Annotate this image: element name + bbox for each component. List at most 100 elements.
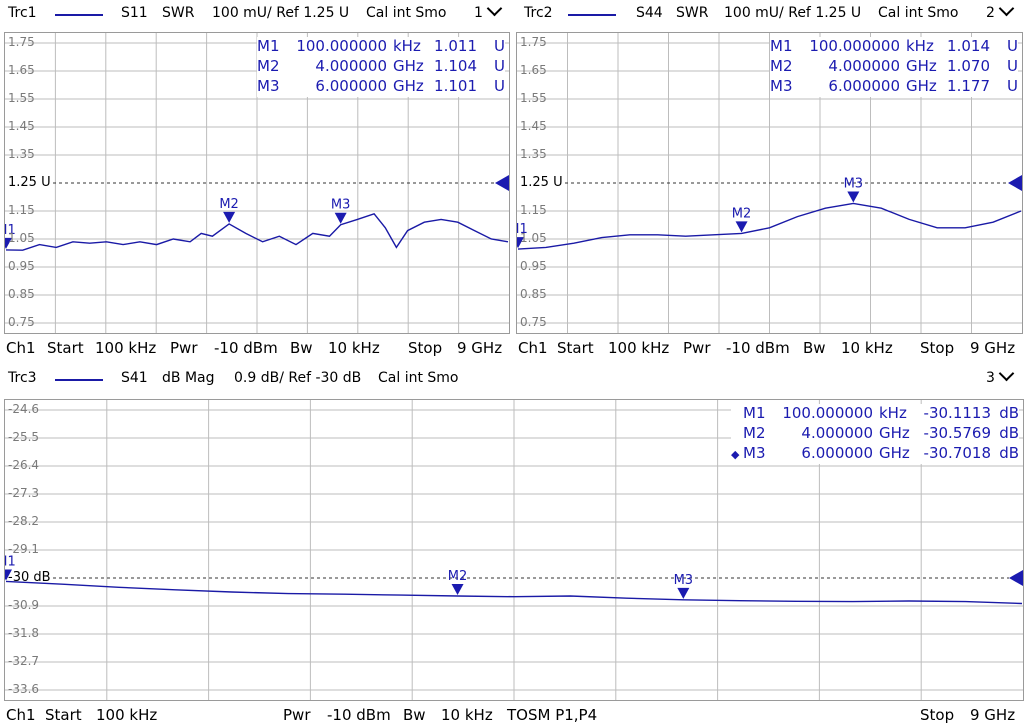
plot-area-trc2[interactable]: M1 M2 M3 1.75 1.65 1.55 1.45 1.35 1.25 U 1.15 1.0… (516, 32, 1023, 334)
trace-name[interactable]: Trc1 (8, 5, 37, 21)
marker-value: 1.101 (434, 77, 477, 95)
marker-frequency-unit: GHz (393, 57, 424, 75)
marker-label-m2: M2 (219, 197, 239, 212)
stop-label: Stop (408, 339, 443, 357)
marker-row-m2[interactable]: M2 4.000000 GHz 1.070 U (770, 57, 1018, 77)
bandwidth-value[interactable]: 10 kHz (841, 339, 893, 357)
y-tick-label: 0.85 (8, 287, 35, 301)
y-tick-label: 1.55 (8, 91, 35, 105)
trace-header-trc2[interactable]: Trc2 S44 SWR 100 mU/ Ref 1.25 U Cal int … (512, 0, 1024, 30)
marker-value-unit: U (494, 57, 505, 75)
channel-footer-trc2: Ch1 Start 100 kHz Pwr -10 dBm Bw 10 kHz … (512, 337, 1024, 359)
reference-level-label[interactable]: 1.25 U (520, 175, 563, 190)
marker-name: M2 (770, 57, 793, 75)
marker-row-m2[interactable]: M2 4.000000 GHz 1.104 U (257, 57, 505, 77)
marker-value-unit: U (494, 37, 505, 55)
calibration-info[interactable]: TOSM P1,P4 (507, 706, 598, 724)
channel-label[interactable]: Ch1 (6, 339, 36, 357)
trace-format[interactable]: dB Mag (162, 370, 215, 386)
marker-row-m3[interactable]: ◆ M3 6.000000 GHz -30.7018 dB (731, 444, 1019, 464)
trace-parameter[interactable]: S44 (636, 5, 663, 21)
channel-label[interactable]: Ch1 (6, 706, 36, 724)
trace-panel-trc3: Trc3 S41 dB Mag 0.9 dB/ Ref -30 dB Cal i… (0, 365, 1024, 727)
marker-value: -30.5769 (923, 424, 991, 442)
marker-table-trc2[interactable]: M1 100.000000 kHz 1.014 U M2 4.000000 GHz 1.070 U… (770, 37, 1018, 97)
trace-scale[interactable]: 100 mU/ Ref 1.25 U (212, 5, 350, 21)
trace-line-s44 (517, 202, 1022, 250)
marker-frequency: 6.000000 (315, 77, 387, 95)
marker-value: 1.177 (947, 77, 990, 95)
marker-row-m1[interactable]: M1 100.000000 kHz -30.1113 dB (731, 404, 1019, 424)
power-value[interactable]: -10 dBm (214, 339, 278, 357)
marker-value-unit: U (1007, 57, 1018, 75)
marker-triangle-m1 (5, 237, 12, 249)
trace-format[interactable]: SWR (676, 5, 709, 21)
trace-chart-trc2: M1 M2 M3 (517, 33, 1022, 333)
bandwidth-value[interactable]: 10 kHz (441, 706, 493, 724)
reference-level-label[interactable]: -30 dB (8, 570, 51, 585)
power-value[interactable]: -10 dBm (327, 706, 391, 724)
trace-scale[interactable]: 0.9 dB/ Ref -30 dB (234, 370, 362, 386)
stop-frequency[interactable]: 9 GHz (970, 706, 1016, 724)
y-tick-label: 1.15 (8, 203, 35, 217)
trace-format[interactable]: SWR (162, 5, 195, 21)
marker-frequency-unit: GHz (906, 77, 937, 95)
stop-label: Stop (920, 339, 955, 357)
trace-name[interactable]: Trc2 (524, 5, 553, 21)
reference-position-arrow (1008, 175, 1022, 191)
start-frequency[interactable]: 100 kHz (608, 339, 670, 357)
channel-tag[interactable]: 3 (986, 365, 1015, 386)
reference-position-arrow (495, 175, 509, 191)
trace-parameter[interactable]: S41 (121, 370, 148, 386)
trace-panel-trc2: Trc2 S44 SWR 100 mU/ Ref 1.25 U Cal int … (512, 0, 1024, 362)
trace-name[interactable]: Trc3 (8, 370, 37, 386)
marker-triangle-m2 (223, 211, 236, 223)
stop-frequency[interactable]: 9 GHz (457, 339, 503, 357)
marker-name: M3 (743, 444, 766, 462)
chevron-down-icon[interactable] (998, 0, 1015, 17)
start-frequency[interactable]: 100 kHz (95, 339, 157, 357)
y-tick-label: -31.8 (8, 626, 40, 640)
y-tick-label: 1.45 (8, 119, 35, 133)
marker-label-m1: M1 (5, 554, 16, 569)
marker-name: M1 (743, 404, 766, 422)
bandwidth-label: Bw (803, 339, 826, 357)
marker-row-m1[interactable]: M1 100.000000 kHz 1.011 U (257, 37, 505, 57)
trace-header-trc1[interactable]: Trc1 S11 SWR 100 mU/ Ref 1.25 U Cal int … (0, 0, 512, 30)
marker-name: M3 (257, 77, 280, 95)
channel-tag[interactable]: 1 (474, 0, 503, 21)
marker-label-m2: M2 (732, 206, 752, 221)
chevron-down-icon[interactable] (998, 365, 1015, 382)
trace-header-trc3[interactable]: Trc3 S41 dB Mag 0.9 dB/ Ref -30 dB Cal i… (0, 365, 1024, 395)
stop-frequency[interactable]: 9 GHz (970, 339, 1016, 357)
marker-value-unit: U (1007, 77, 1018, 95)
plot-area-trc3[interactable]: M1 M2 M3 -24.6 -25.5 -26.4 -27.3 -28.2 -29.1 -30… (4, 399, 1024, 701)
marker-value-unit: U (494, 77, 505, 95)
channel-tag[interactable]: 2 (986, 0, 1015, 21)
y-tick-label: -24.6 (8, 402, 40, 416)
marker-value-unit: dB (999, 444, 1019, 462)
trace-scale[interactable]: 100 mU/ Ref 1.25 U (724, 5, 862, 21)
trace-panel-trc1: Trc1 S11 SWR 100 mU/ Ref 1.25 U Cal int … (0, 0, 512, 362)
marker-row-m2[interactable]: M2 4.000000 GHz -30.5769 dB (731, 424, 1019, 444)
trace-parameter[interactable]: S11 (121, 5, 148, 21)
marker-row-m3[interactable]: M3 6.000000 GHz 1.101 U (257, 77, 505, 97)
chevron-down-icon[interactable] (486, 0, 503, 17)
marker-frequency-unit: GHz (393, 77, 424, 95)
marker-triangle-m1 (5, 569, 12, 581)
bandwidth-value[interactable]: 10 kHz (328, 339, 380, 357)
cal-status: Cal int Smo (878, 5, 959, 21)
plot-area-trc1[interactable]: M1 M2 M3 1.75 1.65 1.55 1.45 1.35 1.25 U 1.15 1.0… (4, 32, 510, 334)
marker-row-m1[interactable]: M1 100.000000 kHz 1.014 U (770, 37, 1018, 57)
marker-value-unit: U (1007, 37, 1018, 55)
y-tick-label: 1.35 (8, 147, 35, 161)
marker-row-m3[interactable]: M3 6.000000 GHz 1.177 U (770, 77, 1018, 97)
power-value[interactable]: -10 dBm (726, 339, 790, 357)
marker-table-trc3[interactable]: M1 100.000000 kHz -30.1113 dB M2 4.000000 GHz -3… (731, 404, 1019, 464)
reference-level-label[interactable]: 1.25 U (8, 175, 51, 190)
marker-frequency-unit: GHz (906, 57, 937, 75)
marker-frequency: 6.000000 (828, 77, 900, 95)
start-frequency[interactable]: 100 kHz (96, 706, 158, 724)
marker-table-trc1[interactable]: M1 100.000000 kHz 1.011 U M2 4.000000 GHz 1.104 U… (257, 37, 505, 97)
channel-label[interactable]: Ch1 (518, 339, 548, 357)
